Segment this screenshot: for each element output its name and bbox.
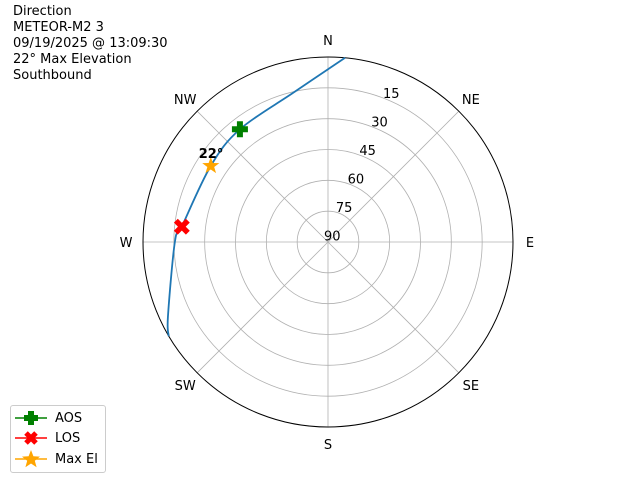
- elevation-tick-label: 15: [383, 87, 400, 102]
- los-legend-icon: [15, 431, 47, 445]
- pass-track-line: [166, 57, 346, 337]
- max-el-marker: [202, 156, 220, 174]
- title-line-5: Southbound: [13, 68, 92, 83]
- direction-label-nw: NW: [174, 93, 197, 108]
- elevation-tick-label: 75: [336, 201, 353, 216]
- direction-label-w: W: [120, 236, 133, 251]
- direction-label-se: SE: [463, 379, 479, 394]
- elevation-tick-label: 30: [371, 116, 388, 131]
- legend-label: AOS: [55, 410, 83, 426]
- grid-spoke: [327, 241, 460, 374]
- los-marker: [173, 218, 190, 235]
- outer-frame: [142, 56, 514, 428]
- direction-label-e: E: [526, 236, 534, 251]
- aos-marker: [231, 121, 248, 138]
- elevation-tick-label: 45: [359, 144, 376, 159]
- direction-label-ne: NE: [462, 93, 480, 108]
- direction-label-s: S: [324, 438, 332, 453]
- direction-label-n: N: [323, 34, 333, 49]
- elevation-tick-label: 60: [348, 172, 365, 187]
- legend-item-max-el: Max El: [11, 449, 98, 469]
- title-line-2: METEOR-M2 3: [13, 20, 104, 35]
- legend-label: LOS: [55, 430, 81, 446]
- title-line-1: Direction: [13, 4, 72, 19]
- elevation-tick-label: 90: [324, 229, 341, 244]
- grid-spoke: [196, 241, 329, 374]
- grid-spoke: [196, 110, 329, 243]
- legend: AOS LOS Max El: [10, 405, 106, 473]
- max-el-legend-icon: [15, 450, 47, 468]
- max-elevation-annotation: 22°: [199, 147, 224, 162]
- title-line-4: 22° Max Elevation: [13, 52, 132, 67]
- chart-title: Direction METEOR-M2 3 09/19/2025 @ 13:09…: [13, 4, 168, 84]
- legend-item-los: LOS: [11, 428, 80, 448]
- grid-spoke: [327, 110, 460, 243]
- direction-label-sw: SW: [175, 379, 196, 394]
- title-line-3: 09/19/2025 @ 13:09:30: [13, 36, 168, 51]
- legend-item-aos: AOS: [11, 408, 82, 428]
- aos-legend-icon: [15, 411, 47, 425]
- legend-label: Max El: [55, 451, 98, 467]
